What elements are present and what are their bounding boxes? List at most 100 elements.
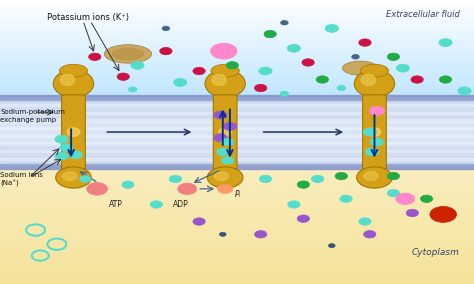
Circle shape: [288, 201, 300, 208]
Text: Sodium-potassium
exchange pump: Sodium-potassium exchange pump: [0, 109, 65, 123]
Circle shape: [364, 231, 376, 238]
Circle shape: [352, 55, 359, 59]
Ellipse shape: [214, 172, 228, 180]
Circle shape: [340, 195, 352, 202]
Ellipse shape: [63, 172, 77, 180]
Circle shape: [223, 122, 237, 130]
Circle shape: [359, 218, 371, 225]
Circle shape: [221, 157, 234, 164]
Circle shape: [218, 184, 233, 193]
Circle shape: [128, 87, 137, 92]
Ellipse shape: [59, 64, 88, 77]
Ellipse shape: [342, 61, 378, 75]
Circle shape: [193, 67, 205, 75]
Text: Pᵢ: Pᵢ: [235, 190, 241, 199]
Circle shape: [297, 181, 310, 188]
Circle shape: [335, 172, 347, 180]
Circle shape: [264, 30, 276, 38]
Ellipse shape: [360, 64, 389, 77]
Circle shape: [316, 76, 328, 83]
Text: ADP: ADP: [173, 200, 189, 209]
Circle shape: [396, 64, 410, 72]
Ellipse shape: [212, 74, 226, 85]
Circle shape: [396, 193, 415, 204]
Ellipse shape: [55, 167, 91, 188]
Circle shape: [302, 59, 314, 66]
Ellipse shape: [60, 74, 74, 85]
Circle shape: [193, 218, 205, 225]
FancyBboxPatch shape: [213, 95, 237, 169]
Ellipse shape: [104, 45, 152, 63]
Ellipse shape: [211, 64, 239, 77]
Circle shape: [280, 91, 289, 96]
Circle shape: [214, 134, 227, 142]
Circle shape: [430, 206, 456, 222]
Circle shape: [458, 87, 471, 95]
Circle shape: [311, 175, 324, 183]
Circle shape: [365, 148, 379, 156]
Circle shape: [150, 201, 163, 208]
Circle shape: [69, 151, 82, 159]
Circle shape: [325, 24, 338, 32]
Circle shape: [122, 181, 134, 188]
Circle shape: [169, 175, 182, 183]
Circle shape: [439, 76, 452, 83]
Circle shape: [387, 189, 400, 197]
Circle shape: [217, 148, 229, 156]
Ellipse shape: [368, 128, 381, 136]
Ellipse shape: [205, 70, 246, 97]
Text: Potassium ions (K⁺): Potassium ions (K⁺): [47, 13, 129, 22]
Circle shape: [219, 232, 226, 236]
Circle shape: [363, 128, 376, 136]
Ellipse shape: [364, 172, 378, 180]
Text: Cytoplasm: Cytoplasm: [412, 248, 460, 257]
Circle shape: [55, 135, 68, 143]
Circle shape: [226, 62, 238, 69]
Ellipse shape: [53, 70, 94, 97]
Circle shape: [297, 215, 310, 222]
Circle shape: [387, 172, 400, 180]
Circle shape: [287, 44, 301, 52]
Circle shape: [160, 47, 172, 55]
Circle shape: [60, 144, 73, 152]
Ellipse shape: [207, 167, 243, 188]
Circle shape: [210, 43, 237, 59]
Circle shape: [406, 209, 419, 217]
Circle shape: [176, 81, 184, 86]
Circle shape: [173, 78, 187, 86]
Ellipse shape: [113, 48, 143, 60]
FancyBboxPatch shape: [363, 95, 386, 169]
Circle shape: [370, 138, 383, 146]
Circle shape: [87, 183, 108, 195]
Circle shape: [89, 53, 101, 60]
Text: Sodium ions
(Na⁺): Sodium ions (Na⁺): [0, 172, 43, 187]
Circle shape: [411, 76, 423, 83]
Text: ATP: ATP: [109, 200, 123, 209]
Circle shape: [162, 26, 170, 31]
Circle shape: [55, 152, 68, 160]
FancyBboxPatch shape: [62, 95, 85, 169]
Circle shape: [359, 39, 371, 46]
Circle shape: [337, 85, 346, 91]
Circle shape: [259, 67, 272, 75]
Circle shape: [328, 244, 335, 248]
Circle shape: [117, 73, 129, 80]
Circle shape: [214, 111, 227, 119]
Circle shape: [131, 61, 144, 69]
Circle shape: [80, 176, 91, 182]
Circle shape: [255, 231, 267, 238]
Circle shape: [420, 195, 433, 202]
Circle shape: [178, 183, 197, 195]
Circle shape: [221, 138, 234, 146]
Circle shape: [281, 20, 288, 25]
Text: Extracellular fluid: Extracellular fluid: [386, 10, 460, 19]
Circle shape: [387, 53, 400, 60]
Ellipse shape: [67, 128, 80, 136]
Ellipse shape: [355, 70, 394, 97]
Circle shape: [255, 84, 267, 92]
Circle shape: [439, 39, 452, 47]
Ellipse shape: [219, 128, 231, 136]
Ellipse shape: [361, 74, 375, 85]
Ellipse shape: [357, 167, 392, 188]
Circle shape: [369, 106, 384, 115]
